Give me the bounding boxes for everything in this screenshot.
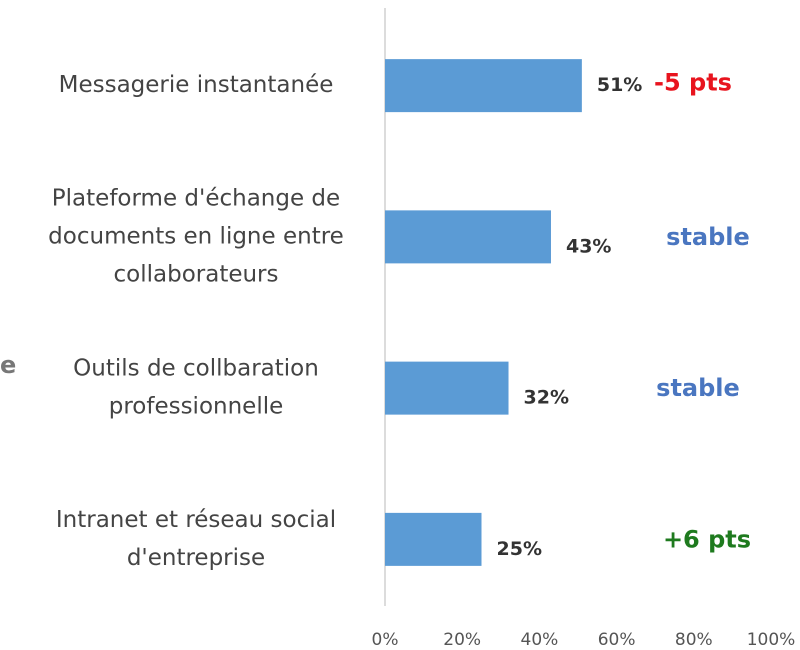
x-tick-label: 60%: [598, 630, 636, 650]
x-tick-label: 20%: [443, 630, 481, 650]
category-label: documents en ligne entre: [48, 223, 344, 249]
value-label: 51%: [597, 74, 642, 96]
x-tick-label: 80%: [675, 630, 713, 650]
value-label: 25%: [497, 538, 542, 560]
bar: [385, 210, 551, 264]
change-annotation: stable: [666, 223, 750, 251]
x-tick-label: 40%: [521, 630, 559, 650]
category-label: Outils de collbaration: [73, 356, 319, 382]
change-annotation: +6 pts: [663, 525, 751, 553]
value-label: 32%: [524, 387, 569, 409]
category-label: Plateforme d'échange de: [52, 185, 340, 211]
x-tick-label: 0%: [372, 630, 399, 650]
category-label: d'entreprise: [127, 545, 265, 571]
category-label: Messagerie instantanée: [59, 72, 334, 98]
category-label: professionnelle: [109, 394, 284, 420]
change-annotation: -5 pts: [654, 69, 732, 97]
bar: [385, 361, 509, 415]
change-annotation: stable: [656, 374, 740, 402]
bar: [385, 59, 582, 113]
x-tick-label: 100%: [747, 630, 796, 650]
category-label: Intranet et réseau social: [56, 507, 336, 533]
partial-text: e: [0, 351, 16, 379]
value-label: 43%: [566, 235, 611, 257]
bar: [385, 512, 482, 566]
category-label: collaborateurs: [114, 261, 279, 287]
